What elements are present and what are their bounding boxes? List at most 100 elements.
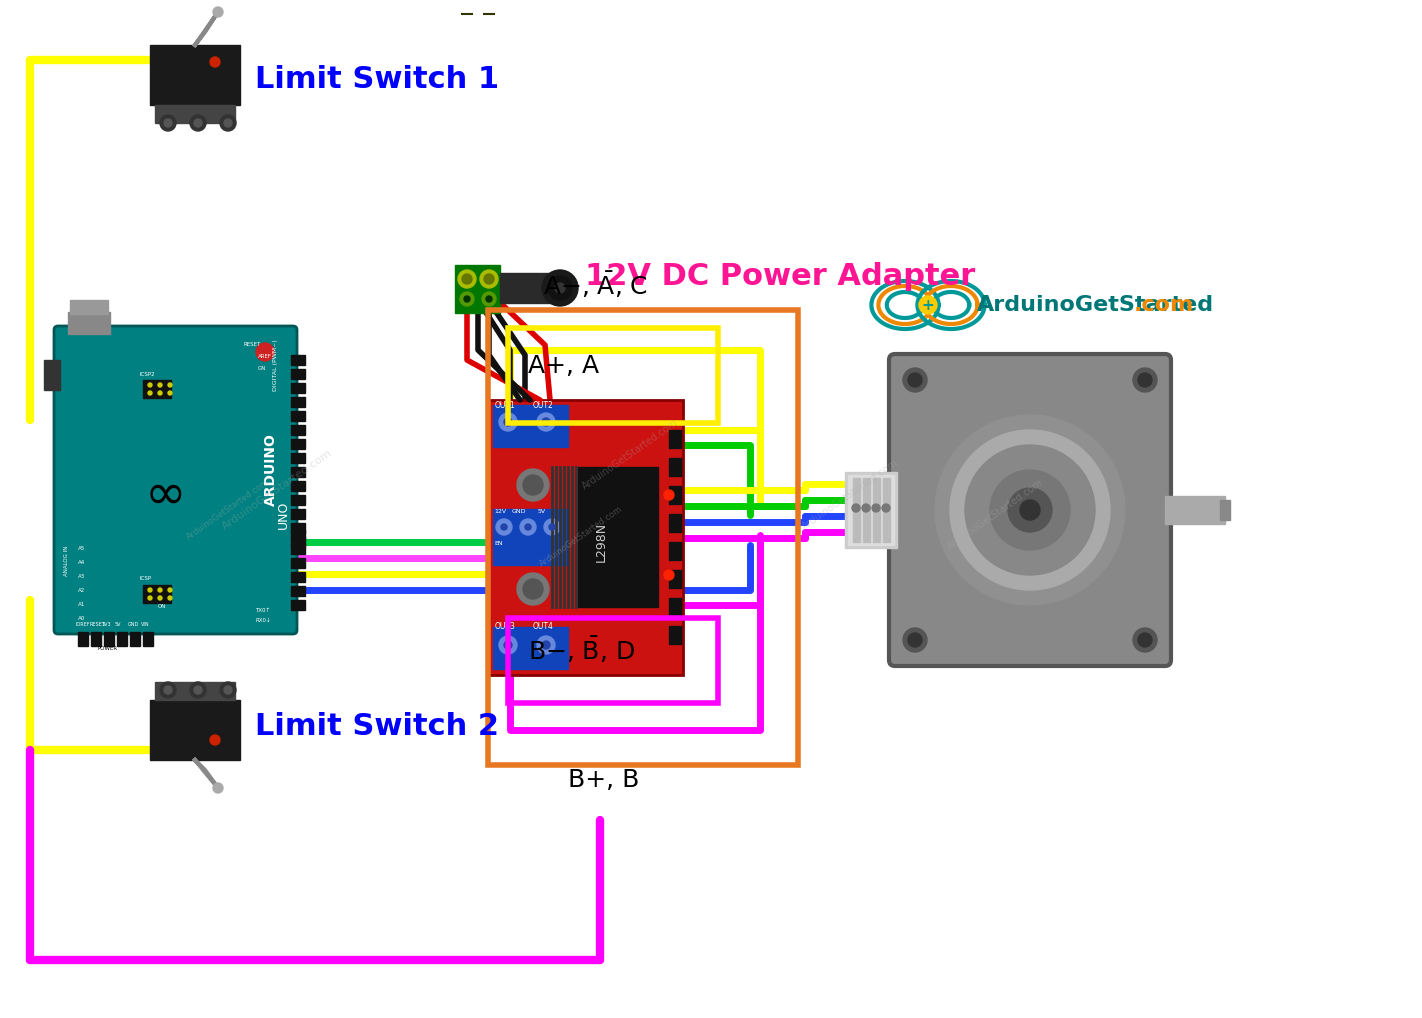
Text: RESET: RESET [90, 622, 105, 627]
Bar [144, 585, 171, 603]
Text: ArduinoGetStarted.com: ArduinoGetStarted.com [946, 477, 1045, 552]
Bar [292, 572, 304, 582]
Text: RX0↓: RX0↓ [255, 618, 270, 623]
Bar [292, 495, 304, 505]
Text: +: + [921, 297, 934, 313]
Circle shape [486, 296, 492, 302]
Text: A2: A2 [78, 588, 85, 593]
Bar [292, 538, 304, 547]
Circle shape [458, 270, 476, 288]
Circle shape [882, 504, 890, 512]
Bar [508, 328, 718, 423]
Text: A3: A3 [78, 574, 85, 579]
Text: DIGITAL (PWM~): DIGITAL (PWM~) [273, 339, 277, 391]
Circle shape [542, 270, 577, 306]
Text: OUT4: OUT4 [533, 622, 555, 631]
Circle shape [523, 475, 543, 495]
Circle shape [193, 119, 202, 127]
Bar [149, 700, 240, 760]
Circle shape [148, 596, 152, 600]
Circle shape [158, 588, 162, 592]
Circle shape [482, 292, 496, 306]
Bar [488, 400, 683, 675]
Circle shape [545, 519, 560, 535]
Circle shape [872, 504, 880, 512]
Text: B+, B: B+, B [567, 768, 640, 792]
Bar [455, 265, 501, 313]
Text: 5V: 5V [115, 622, 121, 627]
Circle shape [555, 283, 565, 293]
Bar [292, 355, 304, 365]
Circle shape [225, 686, 232, 694]
Circle shape [862, 504, 870, 512]
Bar [292, 397, 304, 407]
Bar [577, 467, 658, 607]
Circle shape [501, 524, 508, 530]
Circle shape [161, 682, 176, 698]
Circle shape [168, 391, 172, 395]
Circle shape [164, 686, 172, 694]
Circle shape [520, 519, 536, 535]
Bar [155, 105, 235, 123]
Bar [292, 425, 304, 435]
Bar [493, 405, 567, 447]
Circle shape [158, 596, 162, 600]
Bar [292, 600, 304, 610]
FancyBboxPatch shape [54, 326, 297, 634]
Circle shape [158, 383, 162, 387]
Circle shape [903, 628, 927, 652]
Text: AREF: AREF [257, 354, 272, 359]
Bar [70, 300, 108, 314]
Bar [292, 544, 304, 554]
Bar [883, 478, 890, 542]
Circle shape [213, 7, 223, 17]
Text: ArduinoGetStarted.com: ArduinoGetStarted.com [185, 477, 272, 542]
Text: TX0↑: TX0↑ [255, 608, 270, 613]
Bar [848, 475, 894, 545]
Circle shape [1133, 367, 1158, 392]
Circle shape [919, 296, 937, 314]
Circle shape [210, 57, 220, 67]
Text: 3V3: 3V3 [102, 622, 111, 627]
Circle shape [1008, 488, 1052, 532]
Bar [104, 632, 114, 646]
Bar [292, 480, 304, 491]
Text: ICSP2: ICSP2 [139, 372, 155, 377]
Circle shape [549, 524, 555, 530]
Circle shape [542, 418, 550, 426]
Bar [668, 626, 681, 644]
Text: ArduinoGetStarted.com: ArduinoGetStarted.com [801, 458, 900, 532]
Circle shape [483, 274, 493, 284]
Circle shape [164, 119, 172, 127]
Text: 12V: 12V [493, 509, 506, 514]
Text: ArduinoGetStarted: ArduinoGetStarted [977, 295, 1214, 315]
Circle shape [225, 119, 232, 127]
Text: ON: ON [158, 604, 166, 609]
Circle shape [499, 413, 518, 431]
Circle shape [220, 682, 236, 698]
Bar [668, 458, 681, 476]
Circle shape [148, 391, 152, 395]
Circle shape [168, 588, 172, 592]
Text: L298N: L298N [594, 522, 607, 562]
Circle shape [1138, 373, 1152, 387]
Circle shape [950, 430, 1111, 590]
Circle shape [503, 641, 512, 649]
Text: RESET: RESET [243, 342, 260, 347]
FancyBboxPatch shape [889, 354, 1170, 666]
Circle shape [1138, 633, 1152, 647]
Bar [1220, 500, 1230, 520]
Circle shape [1020, 500, 1039, 520]
Text: 5V: 5V [538, 509, 546, 514]
Text: OUT1: OUT1 [495, 401, 516, 410]
Text: A1: A1 [78, 602, 85, 607]
Circle shape [213, 783, 223, 793]
Circle shape [168, 596, 172, 600]
Circle shape [990, 470, 1069, 550]
Text: EN: EN [493, 541, 502, 546]
Bar [863, 478, 870, 542]
Bar [117, 632, 127, 646]
Text: 12V DC Power Adapter: 12V DC Power Adapter [584, 262, 975, 291]
Bar [668, 542, 681, 560]
Bar [668, 430, 681, 448]
